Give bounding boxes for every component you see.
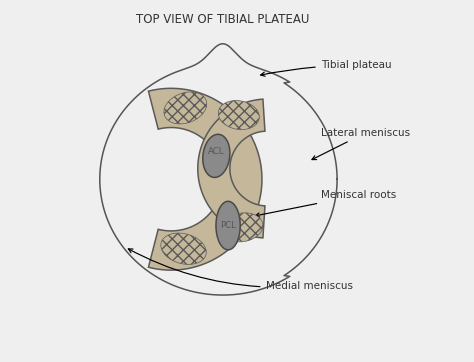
Polygon shape	[216, 201, 240, 250]
Text: Meniscal roots: Meniscal roots	[255, 190, 396, 217]
Text: Lateral meniscus: Lateral meniscus	[312, 128, 410, 160]
Text: Tibial plateau: Tibial plateau	[261, 60, 392, 76]
Text: Medial meniscus: Medial meniscus	[128, 249, 353, 291]
Text: TOP VIEW OF TIBIAL PLATEAU: TOP VIEW OF TIBIAL PLATEAU	[136, 13, 310, 26]
Text: ACL: ACL	[208, 147, 225, 156]
Polygon shape	[164, 92, 207, 124]
Polygon shape	[222, 213, 263, 242]
Text: PCL: PCL	[220, 221, 236, 230]
Polygon shape	[161, 233, 206, 264]
Polygon shape	[218, 101, 259, 130]
Polygon shape	[198, 99, 265, 238]
Polygon shape	[203, 134, 230, 177]
Polygon shape	[148, 88, 262, 270]
